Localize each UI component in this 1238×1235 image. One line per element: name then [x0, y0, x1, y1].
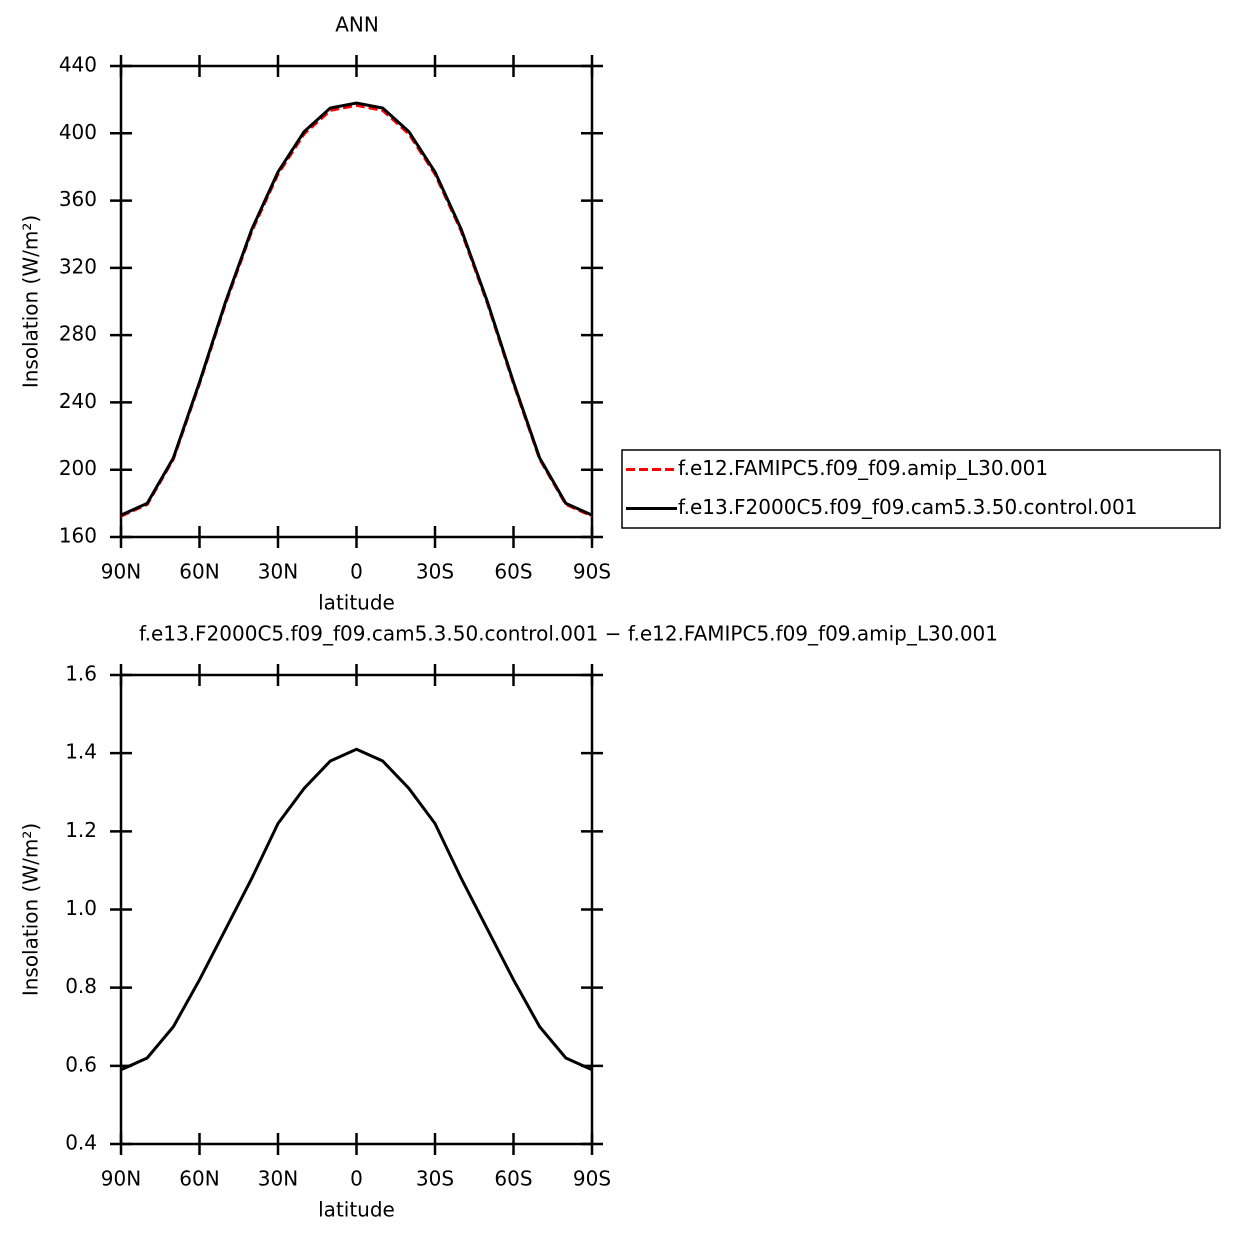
x-tick-label: 60S [494, 560, 532, 584]
y-tick-label: 400 [59, 120, 97, 144]
y-axis-label: Insolation (W/m²) [19, 823, 43, 996]
y-tick-label: 0.6 [65, 1052, 97, 1076]
y-tick-label: 1.6 [65, 662, 97, 686]
series-line [120, 101, 593, 517]
y-tick-label: 1.4 [65, 740, 97, 764]
y-tick-label: 360 [59, 187, 97, 211]
chart-title: f.e13.F2000C5.f09_f09.cam5.3.50.control.… [139, 622, 998, 646]
y-tick-label: 0.4 [65, 1131, 97, 1155]
legend-label: f.e13.F2000C5.f09_f09.cam5.3.50.control.… [678, 495, 1137, 519]
y-tick-label: 280 [59, 322, 97, 346]
y-tick-label: 1.2 [65, 818, 97, 842]
x-tick-label: 30N [258, 560, 298, 584]
y-tick-label: 160 [59, 524, 97, 548]
series-line [120, 103, 593, 518]
x-tick-label: 60N [179, 560, 219, 584]
x-tick-label: 60S [494, 1167, 532, 1191]
y-tick-label: 1.0 [65, 896, 97, 920]
y-tick-label: 240 [59, 389, 97, 413]
x-tick-label: 30S [416, 1167, 454, 1191]
plot-frame [119, 64, 594, 539]
y-tick-label: 200 [59, 456, 97, 480]
x-axis-label: latitude [318, 1198, 395, 1222]
x-tick-label: 60N [179, 1167, 219, 1191]
legend-label: f.e12.FAMIPC5.f09_f09.amip_L30.001 [678, 456, 1048, 480]
x-tick-label: 90S [573, 560, 611, 584]
y-tick-label: 0.8 [65, 974, 97, 998]
x-tick-label: 30N [258, 1167, 298, 1191]
x-tick-label: 90N [101, 560, 141, 584]
legend-box [621, 449, 1221, 529]
x-axis-label: latitude [318, 591, 395, 615]
y-tick-label: 320 [59, 254, 97, 278]
x-tick-label: 90S [573, 1167, 611, 1191]
x-tick-label: 0 [350, 560, 363, 584]
chart-title: ANN [335, 13, 379, 37]
x-tick-label: 0 [350, 1167, 363, 1191]
x-tick-label: 90N [101, 1167, 141, 1191]
x-tick-label: 30S [416, 560, 454, 584]
series-line [120, 747, 593, 1072]
y-tick-label: 440 [59, 53, 97, 77]
plot-frame [119, 673, 594, 1146]
y-axis-label: Insolation (W/m²) [19, 215, 43, 388]
